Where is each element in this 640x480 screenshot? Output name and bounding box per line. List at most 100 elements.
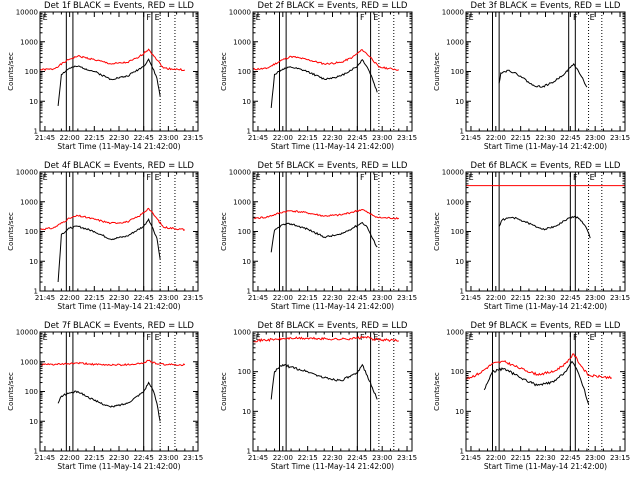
y-tick-label: 1 bbox=[460, 448, 464, 456]
x-tick-label: 22:15 bbox=[84, 454, 104, 462]
x-axis-label: Start Time (11-May-14 21:42:00) bbox=[271, 462, 394, 471]
y-axis-label: Counts/sec bbox=[433, 52, 441, 91]
panel-det-9: Det 9f BLACK = Events, RED = LLD E F E 1 10 10… bbox=[433, 321, 630, 471]
y-tick-label: 10000 bbox=[16, 329, 38, 337]
x-tick-label: 22:30 bbox=[109, 454, 129, 462]
series-red-lld bbox=[465, 353, 613, 380]
marker-flag: F bbox=[360, 13, 365, 22]
y-tick-label: 10 bbox=[29, 258, 38, 266]
x-tick-label: 22:30 bbox=[109, 294, 129, 302]
series-black-events bbox=[270, 58, 378, 108]
x-tick-label: 23:00 bbox=[372, 454, 392, 462]
series-black-events bbox=[498, 215, 591, 239]
y-tick-label: 1000 bbox=[20, 198, 38, 206]
x-axis-label: Start Time (11-May-14 21:42:00) bbox=[271, 142, 394, 151]
series-black-events bbox=[483, 360, 590, 405]
x-tick-label: 23:00 bbox=[585, 134, 605, 142]
plot-frame bbox=[39, 331, 199, 452]
y-tick-label: 10 bbox=[455, 258, 464, 266]
x-tick-label: 22:00 bbox=[486, 294, 506, 302]
panel-title: Det 7f BLACK = Events, RED = LLD bbox=[44, 321, 194, 331]
marker-flag: E bbox=[155, 13, 160, 22]
plot-frame bbox=[252, 171, 413, 292]
y-tick-label: 10000 bbox=[16, 169, 38, 177]
x-tick-label: 22:15 bbox=[511, 294, 531, 302]
y-tick-label: 1000 bbox=[20, 38, 38, 46]
marker-flag: F bbox=[573, 333, 578, 342]
x-axis-label: Start Time (11-May-14 21:42:00) bbox=[484, 462, 607, 471]
y-tick-label: 1 bbox=[34, 128, 38, 136]
y-tick-label: 10000 bbox=[229, 9, 251, 17]
x-tick-label: 22:30 bbox=[322, 454, 342, 462]
panel-title: Det 9f BLACK = Events, RED = LLD bbox=[471, 321, 621, 331]
x-tick-label: 21:45 bbox=[248, 454, 268, 462]
x-tick-label: 22:45 bbox=[560, 454, 580, 462]
marker-flag: E bbox=[155, 333, 160, 342]
y-tick-label: 100 bbox=[238, 368, 251, 376]
panel-title: Det 5f BLACK = Events, RED = LLD bbox=[258, 161, 408, 171]
plot-frame bbox=[252, 11, 413, 132]
x-tick-label: 22:00 bbox=[60, 294, 80, 302]
x-tick-label: 22:15 bbox=[511, 454, 531, 462]
x-tick-label: 23:00 bbox=[158, 454, 178, 462]
y-tick-label: 1000 bbox=[233, 38, 251, 46]
x-axis-label: Start Time (11-May-14 21:42:00) bbox=[484, 142, 607, 151]
x-tick-label: 22:30 bbox=[322, 134, 342, 142]
y-tick-label: 10 bbox=[455, 408, 464, 416]
x-tick-label: 22:15 bbox=[298, 294, 318, 302]
y-tick-label: 1000 bbox=[446, 198, 464, 206]
x-tick-label: 23:15 bbox=[610, 134, 630, 142]
marker-flag: E bbox=[373, 333, 378, 342]
x-tick-label: 22:15 bbox=[84, 134, 104, 142]
panel-title: Det 6f BLACK = Events, RED = LLD bbox=[471, 161, 621, 171]
marker-flag: F bbox=[573, 173, 578, 182]
marker-flag: E bbox=[43, 13, 48, 22]
marker-flag: E bbox=[256, 173, 261, 182]
x-tick-label: 22:00 bbox=[273, 294, 293, 302]
marker-flag: E bbox=[469, 173, 474, 182]
y-tick-label: 10 bbox=[29, 98, 38, 106]
panel-title: Det 4f BLACK = Events, RED = LLD bbox=[44, 161, 194, 171]
series-black-events bbox=[57, 217, 161, 283]
series-black-events bbox=[57, 58, 161, 106]
y-tick-label: 1000 bbox=[233, 329, 251, 337]
y-axis-label: Counts/sec bbox=[7, 212, 15, 251]
y-tick-label: 10 bbox=[29, 418, 38, 426]
x-tick-label: 22:45 bbox=[560, 134, 580, 142]
x-tick-label: 21:45 bbox=[35, 294, 55, 302]
marker-flag: E bbox=[373, 13, 378, 22]
x-tick-label: 23:00 bbox=[585, 294, 605, 302]
marker-flag: E bbox=[155, 173, 160, 182]
panel-det-3: Det 3f BLACK = Events, RED = LLD E F E 1 10 10… bbox=[433, 1, 630, 151]
x-tick-label: 22:30 bbox=[322, 294, 342, 302]
y-tick-label: 1000 bbox=[446, 329, 464, 337]
y-tick-label: 1000 bbox=[233, 198, 251, 206]
plot-frame bbox=[465, 331, 626, 452]
marker-flag: E bbox=[43, 173, 48, 182]
y-tick-label: 10000 bbox=[442, 9, 464, 17]
y-tick-label: 100 bbox=[25, 228, 38, 236]
y-tick-label: 100 bbox=[25, 388, 38, 396]
x-tick-label: 22:45 bbox=[347, 294, 367, 302]
marker-flag: F bbox=[573, 13, 578, 22]
series-red-lld bbox=[39, 48, 186, 72]
y-axis-label: Counts/sec bbox=[7, 52, 15, 91]
y-tick-label: 1 bbox=[247, 128, 251, 136]
x-tick-label: 22:30 bbox=[535, 294, 555, 302]
series-red-lld bbox=[252, 335, 399, 343]
y-tick-label: 100 bbox=[451, 68, 464, 76]
x-tick-label: 23:00 bbox=[372, 134, 392, 142]
y-axis-label: Counts/sec bbox=[220, 212, 228, 251]
x-tick-label: 23:00 bbox=[158, 134, 178, 142]
marker-flag: E bbox=[469, 333, 474, 342]
marker-flag: F bbox=[146, 173, 151, 182]
x-tick-label: 23:15 bbox=[610, 294, 630, 302]
x-tick-label: 23:15 bbox=[183, 134, 203, 142]
y-tick-label: 1 bbox=[247, 288, 251, 296]
y-tick-label: 1 bbox=[34, 288, 38, 296]
